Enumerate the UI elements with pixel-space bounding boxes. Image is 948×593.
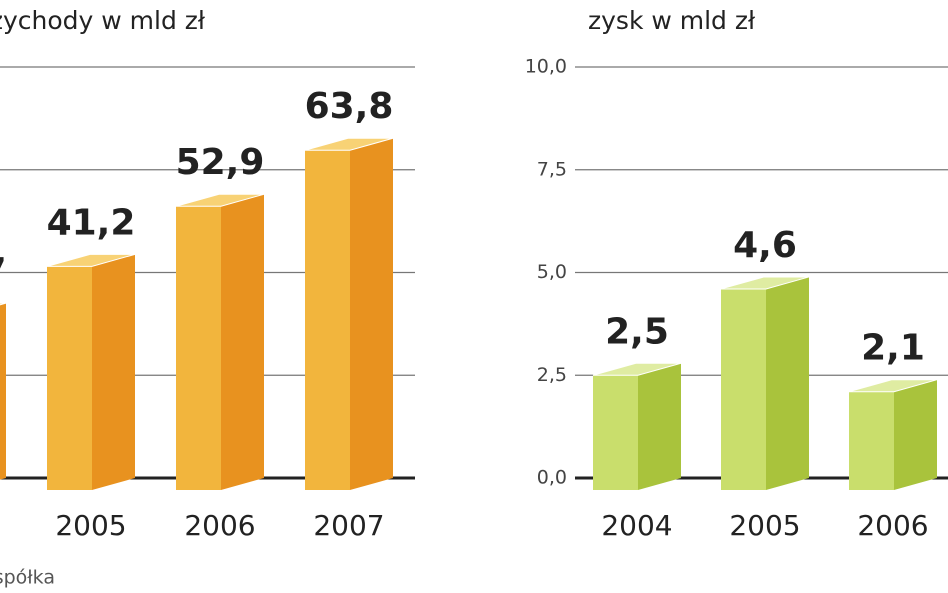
source-note: Źródło: spółka bbox=[0, 566, 55, 589]
bar-side bbox=[221, 194, 264, 490]
y-tick-label: 5,0 bbox=[537, 261, 567, 283]
bar bbox=[593, 375, 638, 490]
y-tick-label: 10,0 bbox=[525, 56, 567, 78]
value-label: 63,8 bbox=[305, 86, 394, 127]
x-tick-label: 2005 bbox=[729, 509, 800, 542]
bar bbox=[849, 391, 894, 490]
x-tick-label: 2005 bbox=[55, 509, 126, 542]
value-label: 52,9 bbox=[176, 142, 265, 183]
bar-top bbox=[304, 137, 394, 151]
bar-top bbox=[848, 379, 938, 393]
value-label: 4,6 bbox=[733, 225, 797, 266]
chart-title: zysk w mld zł bbox=[588, 6, 756, 35]
bar-top bbox=[720, 276, 810, 290]
y-tick-label: 0,0 bbox=[537, 467, 567, 489]
value-label: 2,5 bbox=[605, 311, 669, 352]
bar-side bbox=[92, 254, 135, 490]
bar-group bbox=[848, 379, 938, 490]
x-tick-label: 2007 bbox=[313, 509, 384, 542]
y-tick-label: 2,5 bbox=[537, 364, 567, 386]
chart-title: przychody w mld zł bbox=[0, 6, 206, 35]
bar bbox=[176, 206, 221, 490]
y-tick-label: 7,5 bbox=[537, 158, 567, 180]
bar-group bbox=[175, 193, 265, 490]
bar-side bbox=[894, 379, 937, 490]
value-label: 41,2 bbox=[47, 202, 136, 243]
bar-group bbox=[592, 362, 682, 490]
bar-group bbox=[46, 253, 136, 490]
bar bbox=[721, 288, 766, 490]
x-tick-label: 2006 bbox=[184, 509, 255, 542]
value-label: 31,7 bbox=[0, 251, 6, 292]
bar-side bbox=[0, 303, 6, 480]
bar-group bbox=[0, 302, 7, 480]
bar-group bbox=[720, 276, 810, 490]
bar bbox=[47, 266, 92, 490]
bar-top bbox=[592, 362, 682, 376]
bar-group bbox=[304, 137, 394, 491]
x-tick-label: 2004 bbox=[601, 509, 672, 542]
bar-top bbox=[175, 193, 265, 207]
x-tick-label: 2006 bbox=[857, 509, 928, 542]
bar-side bbox=[766, 276, 809, 490]
bar-side bbox=[350, 138, 393, 491]
value-label: 2,1 bbox=[861, 328, 925, 369]
bar-top bbox=[46, 253, 136, 267]
bar-top bbox=[0, 302, 7, 306]
bar bbox=[305, 150, 350, 491]
bar-side bbox=[638, 363, 681, 490]
